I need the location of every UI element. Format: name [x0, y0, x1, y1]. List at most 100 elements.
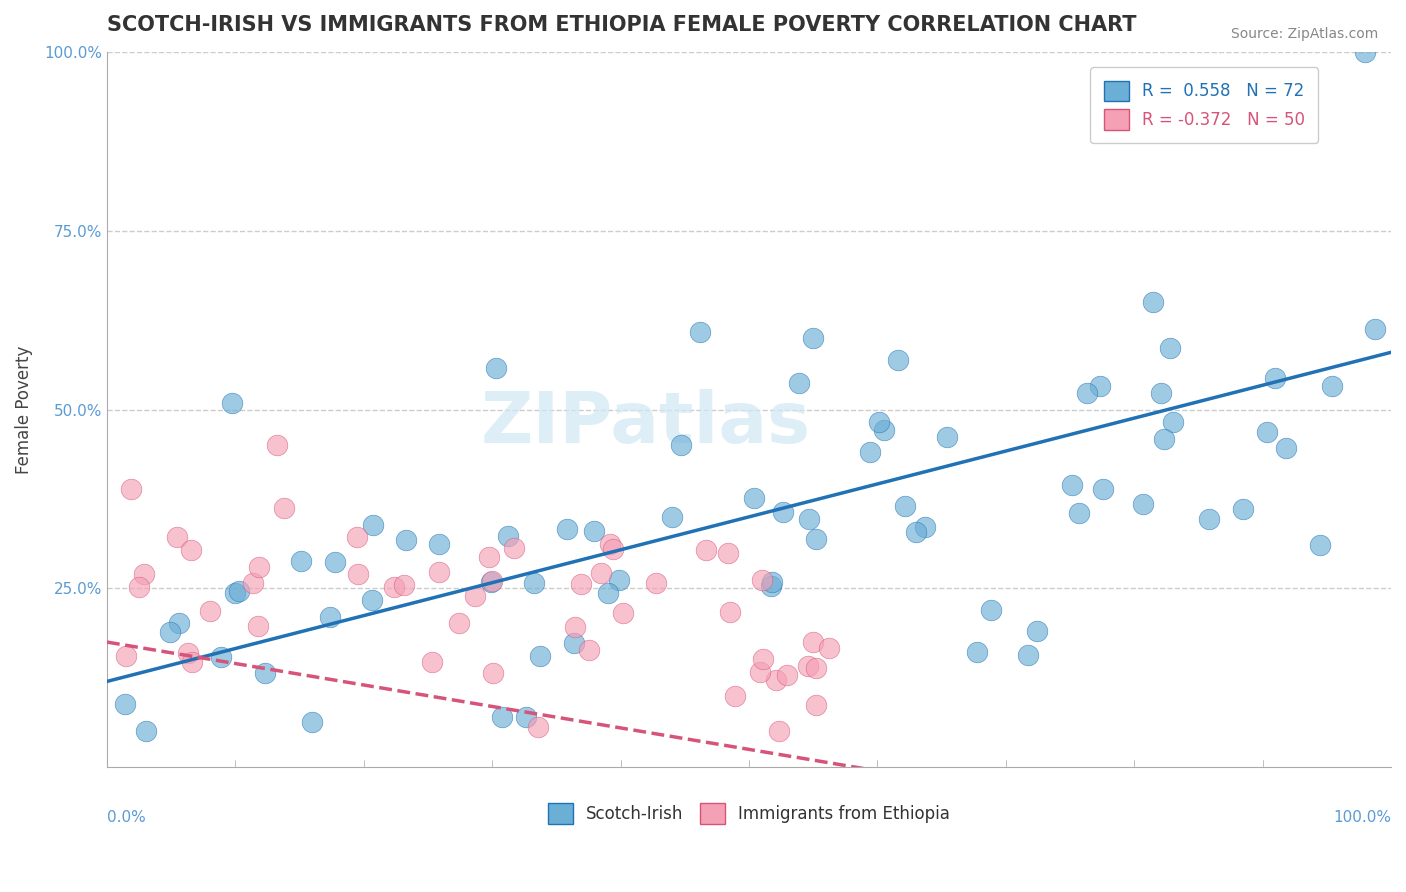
Point: [1275, 442, 1298, 456]
Point: [427, 537, 450, 551]
Point: [266, 438, 288, 452]
Point: [529, 648, 551, 663]
Text: ZIPatlas: ZIPatlas: [481, 390, 811, 458]
Point: [752, 652, 775, 666]
Point: [221, 396, 243, 410]
Point: [224, 586, 246, 600]
Point: [564, 620, 586, 634]
Point: [904, 524, 927, 539]
Point: [166, 530, 188, 544]
Point: [485, 361, 508, 376]
Point: [818, 640, 841, 655]
Point: [887, 353, 910, 368]
Point: [980, 603, 1002, 617]
Point: [464, 589, 486, 603]
Point: [717, 546, 740, 560]
Point: [120, 482, 142, 496]
Point: [209, 650, 232, 665]
Point: [1090, 379, 1112, 393]
Point: [515, 710, 537, 724]
Point: [599, 536, 621, 550]
Point: [935, 430, 957, 444]
Point: [1161, 415, 1184, 429]
Text: SCOTCH-IRISH VS IMMIGRANTS FROM ETHIOPIA FEMALE POVERTY CORRELATION CHART: SCOTCH-IRISH VS IMMIGRANTS FROM ETHIOPIA…: [107, 15, 1136, 35]
Point: [645, 576, 668, 591]
Point: [562, 636, 585, 650]
Point: [966, 645, 988, 659]
Point: [612, 606, 634, 620]
Point: [247, 619, 270, 633]
Point: [496, 529, 519, 543]
Point: [198, 604, 221, 618]
Point: [749, 665, 772, 679]
Point: [759, 579, 782, 593]
Point: [1017, 648, 1039, 662]
Point: [796, 659, 818, 673]
Point: [1076, 386, 1098, 401]
Point: [479, 575, 502, 590]
Point: [523, 575, 546, 590]
Point: [801, 635, 824, 649]
Point: [1198, 511, 1220, 525]
Point: [1354, 45, 1376, 59]
Point: [591, 566, 613, 581]
Point: [135, 724, 157, 739]
Point: [420, 656, 443, 670]
Point: [360, 592, 382, 607]
Point: [1060, 478, 1083, 492]
Point: [1309, 538, 1331, 552]
Point: [346, 530, 368, 544]
Point: [382, 580, 405, 594]
Text: 100.0%: 100.0%: [1333, 810, 1391, 825]
Point: [1153, 433, 1175, 447]
Point: [527, 720, 550, 734]
Point: [394, 578, 416, 592]
Point: [1026, 624, 1049, 639]
Point: [742, 491, 765, 505]
Point: [772, 505, 794, 519]
Point: [427, 566, 450, 580]
Point: [169, 616, 191, 631]
Point: [894, 499, 917, 513]
Point: [253, 666, 276, 681]
Point: [799, 512, 821, 526]
Point: [765, 673, 787, 687]
Point: [247, 560, 270, 574]
Point: [242, 576, 264, 591]
Point: [1150, 386, 1173, 401]
Point: [804, 698, 827, 713]
Point: [1256, 425, 1278, 440]
Point: [695, 543, 717, 558]
Point: [361, 517, 384, 532]
Point: [290, 554, 312, 568]
Point: [873, 423, 896, 437]
Point: [806, 661, 828, 675]
Point: [789, 376, 811, 390]
Point: [583, 524, 606, 538]
Point: [718, 605, 741, 619]
Point: [1132, 497, 1154, 511]
Point: [602, 542, 624, 557]
Point: [1159, 342, 1181, 356]
Point: [661, 509, 683, 524]
Point: [1364, 322, 1386, 336]
Point: [228, 583, 250, 598]
Point: [1142, 295, 1164, 310]
Point: [482, 665, 505, 680]
Point: [323, 555, 346, 569]
Point: [491, 710, 513, 724]
Point: [1069, 506, 1091, 520]
Point: [804, 532, 827, 546]
Point: [394, 533, 416, 547]
Point: [177, 647, 200, 661]
Point: [318, 610, 340, 624]
Point: [596, 585, 619, 599]
Point: [776, 668, 799, 682]
Point: [273, 501, 295, 516]
Point: [868, 415, 890, 429]
Point: [114, 648, 136, 663]
Legend: R =  0.558   N = 72, R = -0.372   N = 50: R = 0.558 N = 72, R = -0.372 N = 50: [1091, 67, 1319, 143]
Point: [571, 576, 593, 591]
Point: [1092, 482, 1115, 496]
Point: [503, 541, 526, 556]
